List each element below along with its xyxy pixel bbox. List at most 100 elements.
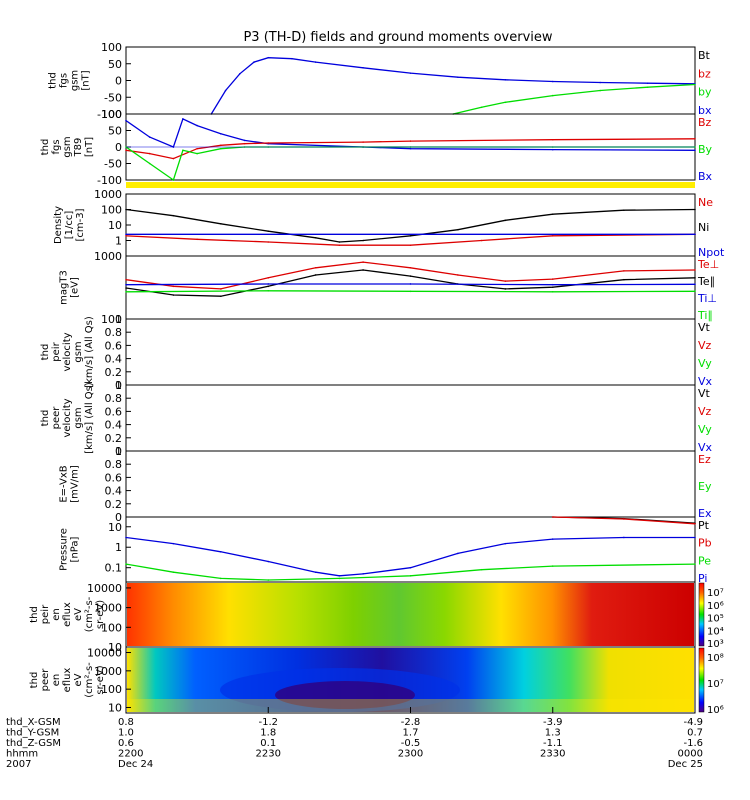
x-row-value: 1.3	[545, 728, 561, 739]
y-axis-label: thd	[48, 72, 59, 89]
data-point	[220, 550, 222, 553]
data-point	[267, 230, 270, 232]
y-axis-label: E=-VxB	[59, 465, 70, 502]
y-tick-label: 0.8	[105, 392, 123, 405]
y-axis-label: [nPa]	[70, 536, 81, 562]
y-axis-label: eV	[73, 608, 84, 621]
data-point	[694, 269, 696, 271]
data-point	[623, 536, 625, 539]
x-row-value: 2330	[540, 749, 565, 760]
data-point	[125, 283, 127, 286]
data-point	[362, 573, 364, 575]
data-point	[457, 552, 459, 555]
x-row-value: Dec 24	[118, 759, 153, 770]
legend-entry: Pb	[698, 537, 712, 550]
y-axis-label: sr-eV)	[95, 600, 106, 629]
x-row-value: 0.1	[260, 738, 276, 749]
data-point	[148, 162, 151, 165]
legend-entry: by	[698, 86, 712, 99]
y-axis-label: gsm	[73, 341, 84, 362]
y-axis-label: T89	[73, 138, 84, 158]
data-point	[267, 290, 270, 292]
legend-entry: Bx	[698, 170, 713, 183]
data-point	[125, 291, 127, 293]
data-point	[599, 81, 601, 84]
y-axis-label: thd	[40, 344, 51, 361]
data-point	[551, 235, 554, 237]
legend-entry: Ni	[698, 221, 709, 234]
data-point	[220, 133, 222, 135]
data-point	[220, 295, 222, 298]
y-axis-label: thd	[29, 606, 40, 623]
data-point	[409, 266, 412, 269]
data-point	[267, 560, 270, 563]
y-axis-label: (cm²-s-	[84, 596, 95, 632]
data-point	[551, 94, 554, 97]
y-axis-label: eflux	[62, 602, 73, 627]
series-Ne	[125, 233, 696, 246]
data-point	[338, 577, 341, 580]
data-point	[253, 61, 255, 63]
legend-entry: Vy	[698, 357, 712, 370]
y-tick-label: 100	[101, 41, 122, 54]
y-axis-label: gsm	[62, 136, 73, 157]
series-Bx	[125, 118, 696, 151]
y-axis-label: eV	[73, 673, 84, 686]
legend-entry: By	[698, 143, 713, 156]
data-point	[551, 148, 554, 151]
data-point	[182, 118, 184, 120]
data-point	[125, 563, 127, 565]
y-tick-label: 0	[115, 379, 122, 392]
data-point	[409, 283, 412, 285]
y-tick-label: -100	[97, 108, 122, 121]
data-point	[362, 66, 364, 69]
y-tick-label: 1	[115, 313, 122, 326]
data-point	[362, 141, 364, 143]
data-point	[551, 516, 554, 518]
x-row-value: 2300	[398, 749, 423, 760]
y-tick-label: 0.4	[105, 353, 123, 366]
data-point	[409, 575, 412, 577]
y-tick-label: 0.8	[105, 458, 123, 471]
data-point	[172, 157, 175, 160]
legend-entry: Te⊥	[697, 258, 719, 271]
y-axis-label: Pressure	[59, 528, 70, 571]
y-axis-label: [km/s] (All Qs)	[84, 382, 95, 454]
y-axis-label: peer	[51, 406, 62, 430]
data-point	[148, 152, 151, 155]
x-row-value: -2.8	[401, 717, 421, 728]
data-point	[125, 119, 127, 122]
data-point	[267, 285, 270, 288]
data-point	[694, 233, 696, 236]
y-tick-label: 0.6	[105, 339, 123, 352]
y-tick-label: 10	[108, 701, 122, 714]
y-tick-label: 100	[101, 621, 122, 634]
data-point	[504, 288, 507, 290]
data-point	[504, 280, 507, 282]
data-point	[409, 147, 412, 150]
y-axis-label: [eV]	[70, 277, 81, 298]
y-tick-label: 0.4	[105, 485, 123, 498]
y-tick-label: 0.4	[105, 419, 123, 432]
data-point	[314, 61, 317, 63]
data-point	[409, 244, 412, 246]
y-axis-label: gsm	[70, 70, 81, 91]
y-axis-label: velocity	[62, 332, 73, 371]
data-point	[338, 241, 341, 243]
x-row-label: thd_X-GSM	[6, 717, 61, 728]
x-row-value: -0.5	[401, 738, 421, 749]
legend-entry: Ex	[698, 507, 712, 520]
data-point	[694, 522, 696, 525]
data-point	[694, 137, 696, 140]
y-tick-label: 0.6	[105, 471, 123, 484]
data-point	[480, 239, 483, 242]
legend-entry: Vt	[698, 321, 711, 334]
data-point	[551, 538, 554, 540]
y-axis-label: [1/cc]	[64, 211, 75, 240]
colorbar-tick-label: 10³	[707, 639, 724, 650]
data-point	[125, 536, 127, 539]
x-row-value: -1.1	[543, 738, 563, 749]
